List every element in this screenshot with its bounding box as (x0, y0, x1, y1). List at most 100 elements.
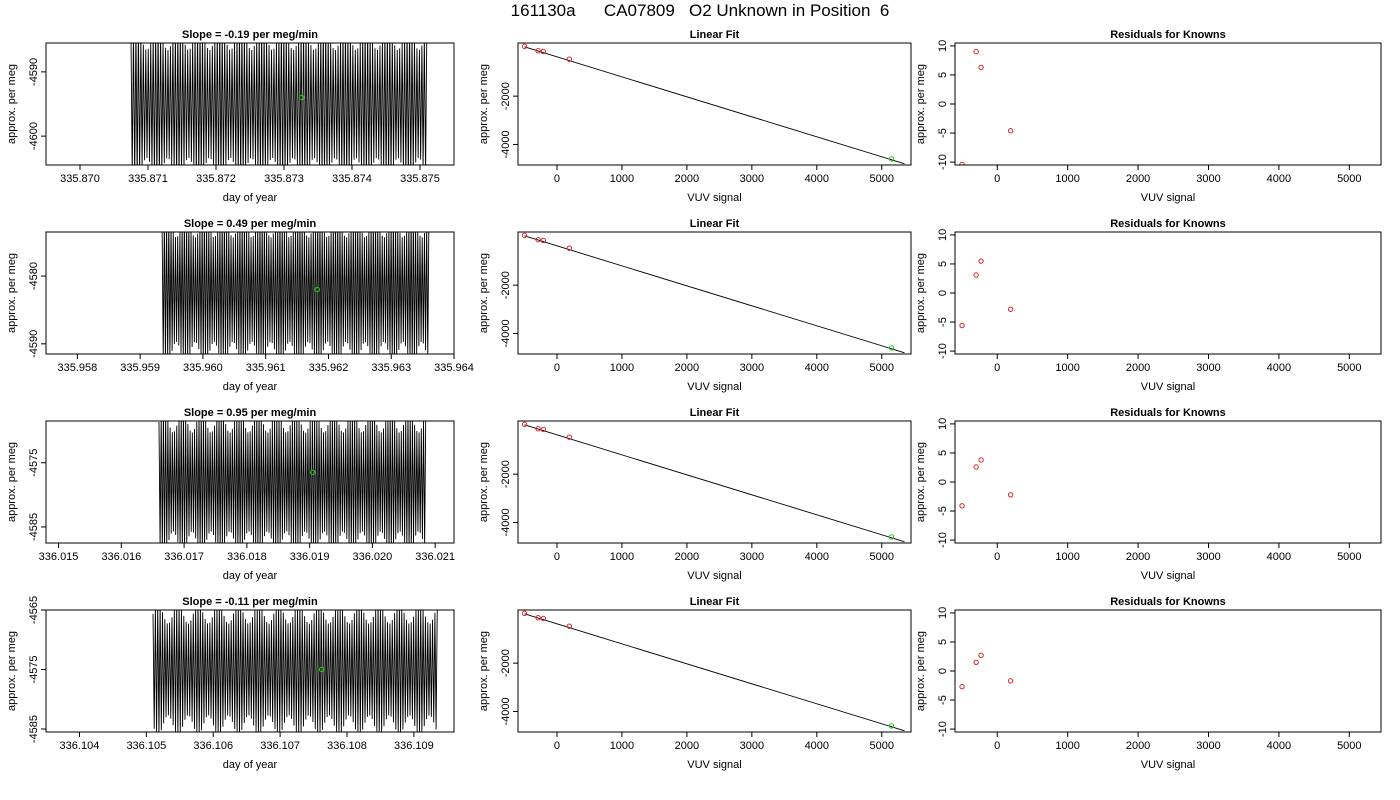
x-tick-label: 3000 (1196, 551, 1220, 563)
x-axis-label: VUV signal (1141, 570, 1195, 582)
x-tick-label: 336.018 (227, 551, 267, 563)
y-tick-label: 0 (937, 290, 949, 296)
unknown-point (310, 469, 316, 476)
x-tick-label: 335.871 (128, 173, 168, 185)
chart-panel-1-3: Residuals for Knowns 0 1000 2000 3000 4000 500… (915, 29, 1382, 204)
chart-title: Slope = -0.19 per meg/min (182, 29, 318, 41)
chart-title: Residuals for Knowns (1110, 407, 1226, 419)
unknown-point (314, 286, 320, 293)
x-tick-label: 335.873 (264, 173, 304, 185)
x-tick-label: 335.958 (58, 362, 98, 374)
chart-title: Slope = 0.95 per meg/min (184, 407, 317, 419)
data-marks (521, 232, 905, 354)
known-point (535, 237, 541, 243)
known-point (540, 237, 547, 244)
x-tick-label: 2000 (1126, 362, 1150, 374)
y-tick-label: -4585 (28, 715, 40, 743)
y-tick-label: 10 (937, 607, 949, 619)
y-tick-label: -10 (937, 154, 949, 170)
unknown-point (318, 666, 325, 673)
y-tick-label: 5 (937, 261, 949, 267)
y-tick-label: -4585 (28, 513, 40, 541)
x-tick-label: 335.875 (400, 173, 440, 185)
fit-line (524, 613, 905, 732)
x-axis-label: VUV signal (687, 570, 741, 582)
y-tick-label: 5 (937, 72, 949, 78)
known-point (973, 464, 979, 470)
x-tick-label: 2000 (675, 551, 699, 563)
chart-title: Slope = 0.49 per meg/min (184, 218, 317, 230)
y-tick-label: -4590 (28, 330, 40, 358)
y-tick-label: -4580 (28, 262, 40, 290)
x-tick-label: 336.109 (394, 740, 434, 752)
unknown-point (888, 345, 895, 351)
y-axis-label: approx. per meg (478, 442, 490, 522)
x-axis-label: day of year (223, 570, 278, 582)
chart-panel-4-2: Linear Fit 0 1000 2000 3000 4000 5000 -2000 -400… (478, 596, 912, 771)
chart-title: Linear Fit (690, 407, 740, 419)
x-tick-label: 0 (554, 173, 560, 185)
known-point (521, 43, 528, 50)
y-axis-label: approx. per meg (6, 631, 18, 711)
known-point (959, 683, 965, 690)
chart-panel-4-1: Slope = -0.11 per meg/min 336.104 336.105 3… (6, 596, 455, 771)
x-tick-label: 336.016 (101, 551, 141, 563)
plot-frame (45, 231, 455, 355)
x-tick-label: 0 (994, 173, 1000, 185)
plot-frame (45, 609, 455, 733)
chart-panel-3-2: Linear Fit 0 1000 2000 3000 4000 5000 -2000 -400… (478, 407, 912, 582)
known-point (959, 322, 965, 329)
x-axis-label: VUV signal (1141, 759, 1195, 771)
x-axis-label: day of year (223, 759, 278, 771)
y-axis-label: approx. per meg (478, 253, 490, 333)
x-tick-label: 335.963 (371, 362, 411, 374)
known-point (978, 652, 984, 659)
x-tick-label: 3000 (740, 551, 764, 563)
x-tick-label: 336.107 (260, 740, 300, 752)
y-tick-label: 0 (937, 101, 949, 107)
y-tick-label: -4000 (500, 130, 512, 158)
x-tick-label: 1000 (1055, 551, 1079, 563)
x-tick-label: 4000 (805, 173, 829, 185)
x-tick-label: 3000 (1196, 173, 1220, 185)
y-tick-label: -4000 (500, 508, 512, 536)
x-tick-label: 4000 (1267, 362, 1291, 374)
x-tick-label: 335.870 (60, 173, 100, 185)
data-marks (130, 43, 428, 165)
x-tick-label: 336.015 (39, 551, 79, 563)
x-tick-label: 5000 (870, 173, 894, 185)
chart-title: Linear Fit (690, 596, 740, 608)
known-point (540, 426, 547, 433)
plot-frame (954, 231, 1382, 355)
plot-frame (45, 420, 455, 544)
y-axis-label: approx. per meg (6, 64, 18, 144)
x-tick-label: 0 (994, 551, 1000, 563)
chart-panel-2-1: Slope = 0.49 per meg/min 335.958 335.959 33… (6, 218, 474, 393)
y-tick-label: -5 (937, 506, 949, 516)
y-tick-label: 5 (937, 639, 949, 645)
y-tick-label: -5 (937, 317, 949, 327)
x-tick-label: 4000 (1267, 740, 1291, 752)
x-axis-label: VUV signal (1141, 192, 1195, 204)
figure-title: 161130a CA07809 O2 Unknown in Position 6 (510, 1, 890, 20)
x-tick-label: 335.960 (183, 362, 223, 374)
chart-title: Slope = -0.11 per meg/min (182, 596, 318, 608)
chart-panel-2-3: Residuals for Knowns 0 1000 2000 3000 4000 500… (915, 218, 1382, 393)
known-point (1007, 678, 1014, 684)
data-marks (158, 421, 427, 543)
known-point (959, 161, 965, 165)
plot-frame (45, 42, 455, 166)
chart-title: Residuals for Knowns (1110, 596, 1226, 608)
data-marks (959, 49, 1014, 165)
x-tick-label: 336.020 (353, 551, 393, 563)
fit-line (524, 235, 905, 354)
known-point (566, 56, 573, 62)
chart-panel-3-3: Residuals for Knowns 0 1000 2000 3000 4000 500… (915, 407, 1382, 582)
x-tick-label: 5000 (870, 740, 894, 752)
y-tick-label: -4600 (28, 122, 40, 150)
known-point (1007, 306, 1014, 312)
y-axis-label: approx. per meg (6, 253, 18, 333)
known-point (973, 659, 979, 665)
data-marks (959, 457, 1014, 509)
